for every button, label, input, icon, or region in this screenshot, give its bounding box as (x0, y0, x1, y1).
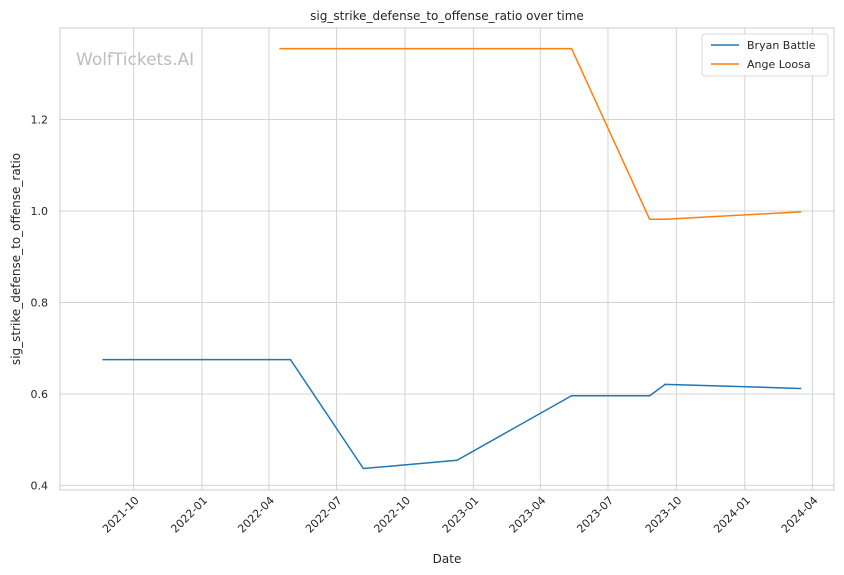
data-point-ange-loosa (664, 218, 667, 221)
data-point-ange-loosa (799, 211, 802, 213)
x-tick-label: 2023-01 (440, 494, 482, 536)
data-point-bryan-battle (456, 459, 458, 462)
data-point-bryan-battle (664, 383, 667, 386)
y-tick-label: 0.6 (31, 388, 49, 401)
data-point-ange-loosa (279, 47, 281, 50)
data-point-ange-loosa (648, 218, 651, 221)
data-point-bryan-battle (570, 394, 573, 397)
legend-label-ange-loosa: Ange Loosa (747, 58, 811, 71)
chart-title: sig_strike_defense_to_offense_ratio over… (310, 9, 584, 23)
x-axis-label: Date (433, 552, 462, 566)
x-tick-label: 2023-04 (507, 494, 549, 536)
data-point-ange-loosa (570, 47, 573, 50)
data-point-bryan-battle (799, 387, 802, 390)
y-tick-label: 0.4 (31, 479, 49, 492)
x-axis-ticks: 2021-10 2022-01 2022-04 2022-07 2022-10 2023-… (100, 494, 821, 536)
series-line-bryan-battle (103, 358, 801, 470)
series-lines (102, 47, 802, 470)
grid-lines (60, 28, 834, 490)
plot-area-frame (59, 27, 835, 491)
x-tick-label: 2021-10 (100, 494, 142, 536)
legend-label-bryan-battle: Bryan Battle (747, 39, 816, 52)
x-tick-label: 2022-04 (235, 494, 277, 536)
x-tick-label: 2022-10 (371, 494, 413, 536)
x-tick-label: 2022-01 (168, 494, 210, 536)
y-axis-ticks: 0.4 0.6 0.8 1.0 1.2 (31, 113, 49, 492)
data-point-bryan-battle (362, 467, 365, 470)
y-tick-label: 1.0 (31, 205, 49, 218)
x-tick-label: 2024-04 (779, 494, 821, 536)
y-tick-label: 0.8 (31, 296, 49, 309)
x-tick-label: 2023-07 (574, 494, 616, 536)
x-tick-label: 2022-07 (303, 494, 345, 536)
y-tick-label: 1.2 (31, 113, 49, 126)
data-point-bryan-battle (289, 358, 292, 361)
watermark: WolfTickets.AI (76, 50, 194, 70)
y-axis-label: sig_strike_defense_to_offense_ratio (9, 153, 23, 365)
legend: Bryan Battle Ange Loosa (701, 33, 829, 77)
data-point-bryan-battle (102, 358, 104, 361)
data-point-bryan-battle (648, 394, 651, 397)
x-tick-label: 2024-01 (711, 494, 753, 536)
x-tick-label: 2023-10 (643, 494, 685, 536)
